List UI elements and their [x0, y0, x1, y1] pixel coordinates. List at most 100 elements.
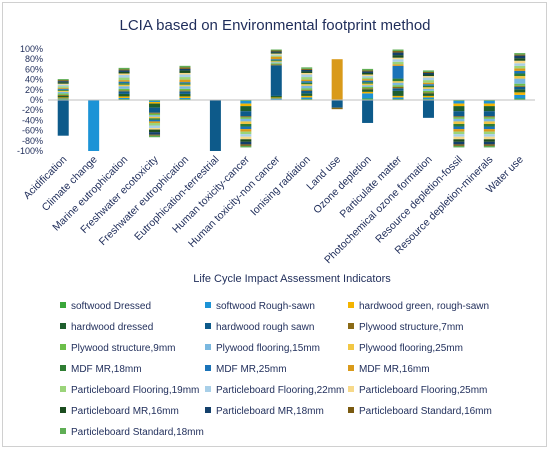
bar-segment: [362, 85, 374, 87]
bar-segment: [270, 50, 282, 52]
legend-swatch: [60, 428, 66, 435]
bar-segment: [118, 86, 130, 89]
bar-segment: [240, 121, 252, 124]
legend-label: Particleboard Flooring,22mm: [216, 385, 345, 396]
bar-segment: [514, 60, 526, 64]
bar-segment: [118, 91, 130, 94]
bar-segment: [514, 58, 526, 61]
bar-segment: [57, 95, 69, 98]
bar-segment: [392, 97, 404, 99]
bar-segment: [453, 129, 465, 132]
bar-segment: [392, 49, 404, 52]
bar-segment: [118, 98, 130, 100]
bar-segment: [422, 100, 434, 118]
bar-segment: [270, 51, 282, 53]
bar-segment: [301, 95, 313, 98]
bar-segment: [362, 80, 374, 83]
bar-segment: [270, 55, 282, 57]
bar-segment: [179, 82, 191, 84]
bar-segment: [301, 88, 313, 90]
legend-swatch: [60, 323, 66, 330]
bar-segment: [240, 117, 252, 119]
legend-label: Particleboard MR,16mm: [71, 406, 179, 417]
bar-segment: [392, 98, 404, 100]
bar-segment: [362, 77, 374, 80]
bar-segment: [514, 78, 526, 84]
bar-segment: [453, 136, 465, 140]
bar-segment: [240, 141, 252, 145]
bar-segment: [301, 68, 313, 70]
legend-label: Plywood structure,9mm: [71, 343, 176, 354]
bar-segment: [179, 83, 191, 85]
bar-segment: [118, 69, 130, 71]
bar-segment: [453, 100, 465, 102]
bar-segment: [118, 83, 130, 85]
bar-segment: [270, 63, 282, 65]
bar-segment: [118, 97, 130, 99]
bar-segment: [149, 122, 161, 126]
bar-segment: [514, 98, 526, 100]
legend-swatch: [205, 302, 211, 309]
legend-item: Particleboard Flooring,22mm: [205, 385, 344, 396]
bar-segment: [149, 134, 161, 136]
legend-swatch: [205, 365, 211, 372]
bar-segment: [57, 89, 69, 91]
bar-segment: [179, 97, 191, 99]
bar-segment: [301, 97, 313, 99]
legend-swatch: [205, 407, 211, 414]
bar-segment: [483, 100, 495, 102]
bar-segment: [453, 144, 465, 146]
legend-item: hardwood green, rough-sawn: [348, 301, 489, 312]
legend-item: Particleboard Standard,18mm: [60, 427, 204, 438]
bar-segment: [331, 100, 343, 108]
bar-segment: [483, 134, 495, 137]
bar-segment: [453, 117, 465, 119]
bar-segment: [270, 54, 282, 56]
bar-segment: [392, 59, 404, 62]
bar-segment: [270, 56, 282, 60]
bar-segment: [179, 79, 191, 83]
bar-segment: [362, 100, 374, 123]
bar-segment: [149, 125, 161, 129]
bar-segment: [483, 139, 495, 142]
bar-segment: [149, 121, 161, 123]
bar-segment: [392, 88, 404, 91]
y-tick-label: 0%: [30, 95, 43, 105]
bar-segment: [270, 53, 282, 55]
bar-segment: [149, 112, 161, 114]
bar-segment: [118, 75, 130, 78]
bar-segment: [57, 93, 69, 95]
bar-segment: [483, 101, 495, 104]
y-tick-label: 80%: [25, 54, 43, 64]
y-tick-label: 60%: [25, 64, 43, 74]
bar-segment: [422, 92, 434, 94]
bar-segment: [57, 80, 69, 82]
bar-segment: [57, 87, 69, 89]
bar-segment: [422, 95, 434, 98]
legend-label: Plywood flooring,25mm: [359, 343, 463, 354]
x-axis-title: Life Cycle Impact Assessment Indicators: [193, 273, 391, 285]
bar-segment: [362, 70, 374, 72]
bar-segment: [149, 113, 161, 116]
bar-segment: [118, 90, 130, 92]
bar-segment: [362, 83, 374, 86]
bar-segment: [392, 85, 404, 87]
y-axis: 100%80%60%40%20%0%-20%-40%-60%-80%-100%: [17, 44, 535, 156]
bar-segment: [514, 63, 526, 66]
bar-segment: [240, 144, 252, 146]
bar-segment: [270, 60, 282, 62]
bar-segment: [149, 107, 161, 113]
bar-segment: [149, 119, 161, 122]
bar-segment: [392, 65, 404, 79]
legend-swatch: [205, 323, 211, 330]
bar-segment: [422, 90, 434, 93]
bar-segment: [453, 101, 465, 104]
bar-segment: [179, 93, 191, 97]
bar-segment: [57, 84, 69, 87]
bar-segment: [149, 115, 161, 117]
bar-segment: [179, 70, 191, 73]
bar-segment: [149, 135, 161, 138]
bar-segment: [179, 90, 191, 92]
bar-segment: [331, 59, 343, 100]
